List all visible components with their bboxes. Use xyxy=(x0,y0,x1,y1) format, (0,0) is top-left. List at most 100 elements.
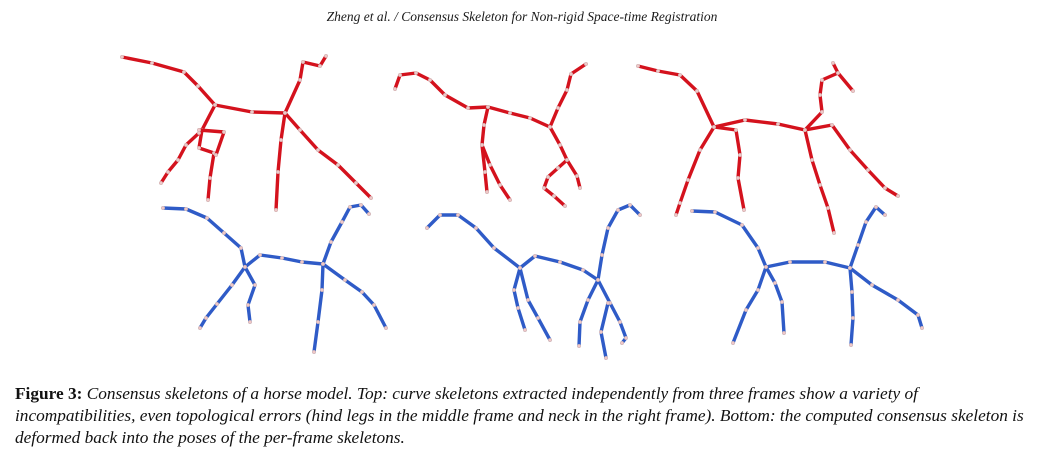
skeleton-node xyxy=(556,166,560,170)
skeleton-node xyxy=(810,158,814,162)
skeleton-node xyxy=(916,313,920,317)
skeleton-node xyxy=(618,320,622,324)
skeleton-branch xyxy=(215,105,285,113)
skeleton-node xyxy=(624,336,628,340)
skeleton-node xyxy=(196,84,200,88)
skeleton-node xyxy=(546,175,550,179)
skeleton-node xyxy=(536,316,540,320)
skeleton-node xyxy=(818,183,822,187)
skeleton-node xyxy=(856,243,860,247)
skeleton-node xyxy=(756,288,760,292)
skeleton-node xyxy=(832,231,836,235)
skeleton-node xyxy=(258,253,262,257)
skeleton-node xyxy=(586,298,590,302)
skeleton-branch xyxy=(245,255,323,267)
skeleton-node xyxy=(678,73,682,77)
skeleton-node xyxy=(736,176,740,180)
skeleton-node xyxy=(577,344,581,348)
skeleton-branch xyxy=(163,208,245,267)
skeleton-node xyxy=(336,163,340,167)
skeleton-node xyxy=(558,143,562,147)
skeleton-node xyxy=(318,64,322,68)
skeleton-node xyxy=(213,103,217,107)
skeleton-node xyxy=(742,208,746,212)
skeleton-branch xyxy=(714,127,744,210)
skeleton-node xyxy=(280,256,284,260)
skeleton-node xyxy=(823,260,827,264)
bottom-skeleton-left xyxy=(161,203,388,354)
skeleton-node xyxy=(638,213,642,217)
skeleton-branch xyxy=(488,107,550,127)
skeleton-node xyxy=(425,226,429,230)
skeleton-node xyxy=(343,278,347,282)
skeleton-node xyxy=(578,320,582,324)
skeleton-node xyxy=(230,283,234,287)
skeleton-node xyxy=(298,128,302,132)
skeleton-node xyxy=(215,302,219,306)
skeleton-node xyxy=(283,111,287,115)
skeleton-node xyxy=(414,71,418,75)
skeleton-node xyxy=(320,288,324,292)
skeleton-node xyxy=(850,290,854,294)
skeleton-node xyxy=(542,186,546,190)
skeleton-node xyxy=(836,71,840,75)
skeleton-node xyxy=(848,148,852,152)
skeleton-node xyxy=(205,216,209,220)
skeleton-node xyxy=(466,106,470,110)
skeleton-branch xyxy=(285,113,371,198)
skeleton-node xyxy=(523,328,527,332)
consensus-skeleton-figure xyxy=(100,40,950,370)
skeleton-node xyxy=(569,72,573,76)
skeleton-node xyxy=(360,290,364,294)
skeleton-node xyxy=(508,198,512,202)
skeleton-node xyxy=(182,70,186,74)
skeleton-node xyxy=(159,181,163,185)
skeleton-node xyxy=(384,326,388,330)
skeleton-node xyxy=(298,78,302,82)
skeleton-node xyxy=(367,212,371,216)
skeleton-node xyxy=(316,320,320,324)
skeleton-node xyxy=(253,283,257,287)
skeleton-node xyxy=(848,266,852,270)
skeleton-node xyxy=(776,122,780,126)
skeleton-node xyxy=(512,288,516,292)
skeleton-branch xyxy=(805,130,834,233)
skeleton-node xyxy=(620,341,624,345)
skeleton-node xyxy=(578,186,582,190)
skeleton-branch xyxy=(766,262,850,268)
skeleton-node xyxy=(485,190,489,194)
skeleton-node xyxy=(584,62,588,66)
skeleton-node xyxy=(782,331,786,335)
skeleton-node xyxy=(486,105,490,109)
skeleton-branch xyxy=(122,57,215,105)
skeleton-node xyxy=(606,226,610,230)
skeleton-node xyxy=(713,210,717,214)
skeleton-node xyxy=(398,73,402,77)
skeleton-node xyxy=(600,253,604,257)
skeleton-node xyxy=(372,303,376,307)
skeleton-node xyxy=(176,158,180,162)
skeleton-node xyxy=(300,260,304,264)
skeleton-node xyxy=(764,265,768,269)
skeleton-node xyxy=(359,203,363,207)
skeleton-node xyxy=(920,326,924,330)
skeleton-node xyxy=(324,54,328,58)
skeleton-node xyxy=(150,61,154,65)
skeleton-node xyxy=(851,316,855,320)
skeleton-node xyxy=(744,308,748,312)
skeleton-node xyxy=(528,116,532,120)
skeleton-node xyxy=(222,130,226,134)
skeleton-node xyxy=(480,143,484,147)
skeleton-node xyxy=(831,61,835,65)
skeleton-branch xyxy=(766,267,784,333)
skeleton-node xyxy=(533,254,537,258)
skeleton-branch xyxy=(544,160,567,206)
skeleton-node xyxy=(443,93,447,97)
skeleton-node xyxy=(548,338,552,342)
skeleton-node xyxy=(558,260,562,264)
skeleton-node xyxy=(214,153,218,157)
skeleton-branch xyxy=(833,63,853,91)
top-row-skeletons xyxy=(120,54,900,235)
skeleton-branch xyxy=(245,267,255,322)
skeleton-node xyxy=(565,88,569,92)
